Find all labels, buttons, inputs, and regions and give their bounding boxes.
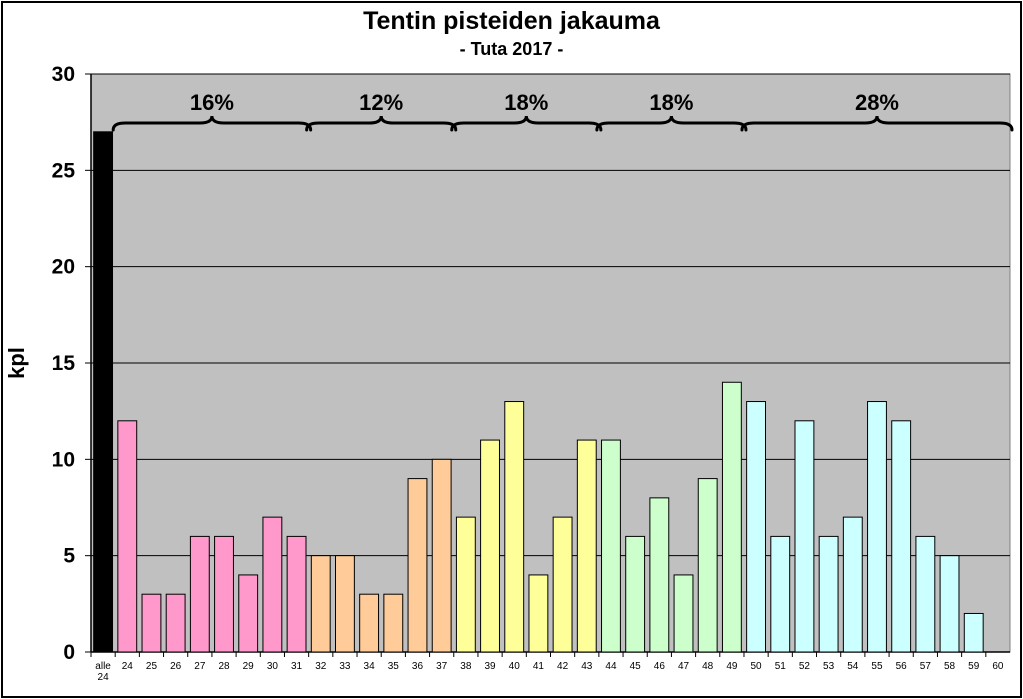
y-tick-label: 10 bbox=[52, 448, 75, 471]
range-percent-label: 18% bbox=[649, 90, 693, 115]
bar-39 bbox=[480, 439, 500, 653]
bar-32 bbox=[310, 555, 331, 653]
y-tick-label: 5 bbox=[63, 545, 75, 568]
x-tick-label: 54 bbox=[847, 661, 859, 672]
bar-58 bbox=[939, 555, 960, 653]
bar-46 bbox=[649, 497, 670, 653]
x-tick-label: 59 bbox=[968, 661, 980, 672]
x-tick-label: 58 bbox=[944, 661, 956, 672]
x-tick-label: 46 bbox=[654, 661, 666, 672]
y-tick-label: 0 bbox=[63, 641, 75, 664]
x-tick-label: 50 bbox=[751, 661, 763, 672]
x-tick-label: 47 bbox=[678, 661, 690, 672]
x-tick-label: 43 bbox=[581, 661, 593, 672]
bar-50 bbox=[746, 401, 766, 653]
y-tick-label: 25 bbox=[52, 159, 76, 182]
range-percent-label: 18% bbox=[504, 90, 548, 115]
chart-title: Tentin pisteiden jakauma bbox=[363, 7, 660, 35]
x-tick-label: 27 bbox=[194, 661, 206, 672]
x-tick-label: 37 bbox=[436, 661, 448, 672]
x-tick-label: alle 24 bbox=[95, 661, 111, 683]
x-tick-label: 55 bbox=[871, 661, 883, 672]
x-tick-label: 35 bbox=[388, 661, 400, 672]
bar-45 bbox=[625, 535, 646, 653]
bar-35 bbox=[383, 593, 404, 653]
bar-44 bbox=[601, 439, 621, 653]
x-tick-label: 24 bbox=[122, 661, 134, 672]
bar-27 bbox=[189, 535, 210, 653]
bar-41 bbox=[528, 574, 549, 653]
bar-40 bbox=[504, 401, 525, 653]
x-tick-label: 34 bbox=[364, 661, 376, 672]
x-tick-label: 26 bbox=[170, 661, 182, 672]
bar-36 bbox=[407, 478, 428, 653]
range-percent-label: 16% bbox=[190, 90, 234, 115]
range-brace bbox=[305, 115, 458, 132]
bar-52 bbox=[794, 420, 815, 653]
bar-33 bbox=[335, 555, 355, 653]
x-tick-label: 40 bbox=[509, 661, 521, 672]
x-tick-label: 56 bbox=[896, 661, 908, 672]
y-tick-label: 15 bbox=[52, 352, 76, 375]
x-tick-label: 60 bbox=[992, 661, 1004, 672]
bar-30 bbox=[262, 516, 283, 653]
bar-28 bbox=[214, 535, 234, 653]
x-tick-label: 28 bbox=[218, 661, 230, 672]
range-percent-label: 12% bbox=[359, 90, 403, 115]
bar-29 bbox=[238, 574, 259, 653]
range-brace bbox=[450, 115, 603, 132]
chart-subtitle: - Tuta 2017 - bbox=[459, 39, 564, 59]
bar-37 bbox=[431, 458, 452, 653]
x-tick-label: 51 bbox=[775, 661, 787, 672]
x-tick-label: 52 bbox=[799, 661, 811, 672]
x-tick-label: 38 bbox=[460, 661, 472, 672]
range-brace bbox=[111, 115, 313, 132]
range-brace bbox=[740, 115, 1014, 132]
y-axis-label: kpl bbox=[4, 347, 29, 379]
bar-55 bbox=[867, 401, 887, 653]
bar-54 bbox=[842, 516, 863, 653]
y-tick-label: 20 bbox=[52, 256, 75, 279]
bar-25 bbox=[141, 593, 162, 653]
x-tick-label: 53 bbox=[823, 661, 835, 672]
bar-alle-24 bbox=[93, 131, 114, 653]
x-tick-label: 30 bbox=[267, 661, 279, 672]
x-tick-label: 32 bbox=[315, 661, 327, 672]
bar-49 bbox=[721, 381, 742, 653]
x-tick-label: 49 bbox=[726, 661, 738, 672]
y-tick-label: 30 bbox=[52, 63, 75, 86]
x-tick-label: 33 bbox=[339, 661, 351, 672]
x-tick-label: 25 bbox=[146, 661, 158, 672]
bar-57 bbox=[915, 535, 936, 653]
x-tick-label: 29 bbox=[243, 661, 255, 672]
range-percent-label: 28% bbox=[855, 90, 899, 115]
bar-38 bbox=[455, 516, 476, 653]
bar-31 bbox=[286, 535, 307, 653]
bar-24 bbox=[117, 420, 138, 653]
x-tick-label: 48 bbox=[702, 661, 714, 672]
bar-47 bbox=[673, 574, 694, 653]
range-brace bbox=[595, 115, 748, 132]
x-tick-label: 45 bbox=[630, 661, 642, 672]
x-tick-label: 42 bbox=[557, 661, 569, 672]
bar-53 bbox=[818, 535, 839, 653]
bar-51 bbox=[770, 535, 791, 653]
x-tick-label: 31 bbox=[291, 661, 303, 672]
x-tick-label: 36 bbox=[412, 661, 424, 672]
bar-59 bbox=[963, 612, 984, 653]
x-tick-label: 41 bbox=[533, 661, 545, 672]
bar-48 bbox=[697, 478, 718, 653]
bar-56 bbox=[891, 420, 912, 653]
bar-26 bbox=[165, 593, 186, 653]
bar-42 bbox=[552, 516, 573, 653]
bar-43 bbox=[576, 439, 597, 653]
bar-34 bbox=[359, 593, 380, 653]
x-tick-label: 57 bbox=[920, 661, 932, 672]
x-tick-label: 44 bbox=[605, 661, 617, 672]
x-tick-label: 39 bbox=[484, 661, 496, 672]
